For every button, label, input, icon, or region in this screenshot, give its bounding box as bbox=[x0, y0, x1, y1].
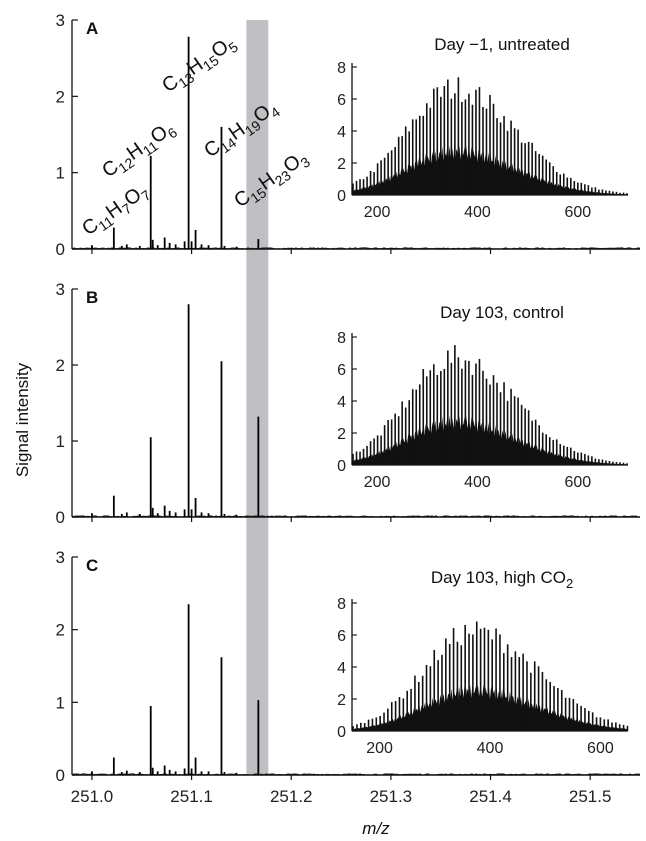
x-axis-label: m/z bbox=[362, 819, 390, 838]
inset-x-tick-label: 200 bbox=[364, 474, 391, 491]
y-tick-label: 1 bbox=[56, 693, 65, 712]
formula-label: C11H7O7 bbox=[78, 179, 154, 242]
y-tick-label: 2 bbox=[56, 356, 65, 375]
y-tick-label: 3 bbox=[56, 548, 65, 567]
inset-y-tick-label: 2 bbox=[337, 692, 346, 709]
y-axis-label: Signal intensity bbox=[13, 362, 32, 477]
inset-y-tick-label: 6 bbox=[337, 628, 346, 645]
inset-plot: Day −1, untreated 0 2 4 6 8 200 400 600 bbox=[337, 35, 628, 221]
inset-x-tick-label: 200 bbox=[366, 740, 393, 757]
panel-letter: A bbox=[86, 19, 98, 38]
y-tick-label: 3 bbox=[56, 280, 65, 299]
inset-y-tick-label: 2 bbox=[337, 156, 346, 173]
highlight-band bbox=[246, 20, 269, 775]
y-tick-label: 1 bbox=[56, 432, 65, 451]
inset-y-tick-label: 6 bbox=[337, 92, 346, 109]
x-tick-label: 251.1 bbox=[170, 787, 213, 806]
inset-plot: Day 103, high CO2 0 2 4 6 8 200 400 600 bbox=[337, 568, 629, 757]
inset-x-tick-label: 400 bbox=[477, 740, 504, 757]
inset-y-tick-label: 0 bbox=[337, 724, 346, 741]
inset-y-tick-label: 0 bbox=[337, 458, 346, 475]
inset-y-tick-label: 0 bbox=[337, 188, 346, 205]
x-tick-label: 251.0 bbox=[71, 787, 114, 806]
x-tick-label: 251.3 bbox=[370, 787, 413, 806]
formula-label: C14H19O4 bbox=[200, 96, 283, 164]
y-tick-label: 2 bbox=[56, 621, 65, 640]
x-tick-label: 251.5 bbox=[569, 787, 612, 806]
y-tick-label: 0 bbox=[56, 508, 65, 527]
formula-label: C13H15O5 bbox=[158, 31, 241, 99]
highlight-band-layer bbox=[246, 20, 269, 775]
y-tick-label: 0 bbox=[56, 240, 65, 259]
formula-label: C12H11O6 bbox=[98, 117, 180, 185]
panel-letter: B bbox=[86, 288, 98, 307]
inset-x-tick-label: 400 bbox=[464, 204, 491, 221]
inset-x-tick-label: 400 bbox=[464, 474, 491, 491]
inset-y-tick-label: 8 bbox=[337, 330, 346, 347]
formula-label: C15H23O3 bbox=[230, 146, 313, 214]
y-tick-label: 0 bbox=[56, 766, 65, 785]
y-tick-label: 2 bbox=[56, 87, 65, 106]
inset-x-tick-label: 600 bbox=[564, 204, 591, 221]
y-tick-label: 1 bbox=[56, 164, 65, 183]
inset-x-tick-label: 600 bbox=[587, 740, 614, 757]
inset-y-tick-label: 6 bbox=[337, 362, 346, 379]
panel-b: 0 1 2 3 B Day 103, control 0 2 4 6 8 200 400 600 bbox=[56, 280, 641, 527]
inset-y-tick-label: 4 bbox=[337, 394, 346, 411]
panel-c: 0 1 2 3 251.0 251.1 251.2 251.3 251.4 251.5 C Day 1… bbox=[56, 548, 641, 806]
x-tick-label: 251.2 bbox=[270, 787, 313, 806]
inset-title: Day 103, control bbox=[440, 303, 564, 322]
inset-x-tick-label: 200 bbox=[364, 204, 391, 221]
inset-y-tick-label: 8 bbox=[337, 60, 346, 77]
inset-y-tick-label: 4 bbox=[337, 660, 346, 677]
inset-y-tick-label: 2 bbox=[337, 426, 346, 443]
inset-title: Day 103, high CO2 bbox=[431, 568, 573, 591]
inset-y-tick-label: 8 bbox=[337, 596, 346, 613]
y-tick-label: 3 bbox=[56, 11, 65, 30]
x-tick-label: 251.4 bbox=[469, 787, 512, 806]
inset-title: Day −1, untreated bbox=[434, 35, 570, 54]
inset-envelope-fill bbox=[352, 684, 628, 731]
inset-x-tick-label: 600 bbox=[564, 474, 591, 491]
inset-plot: Day 103, control 0 2 4 6 8 200 400 600 bbox=[337, 303, 628, 491]
panel-letter: C bbox=[86, 556, 98, 575]
inset-y-tick-label: 4 bbox=[337, 124, 346, 141]
